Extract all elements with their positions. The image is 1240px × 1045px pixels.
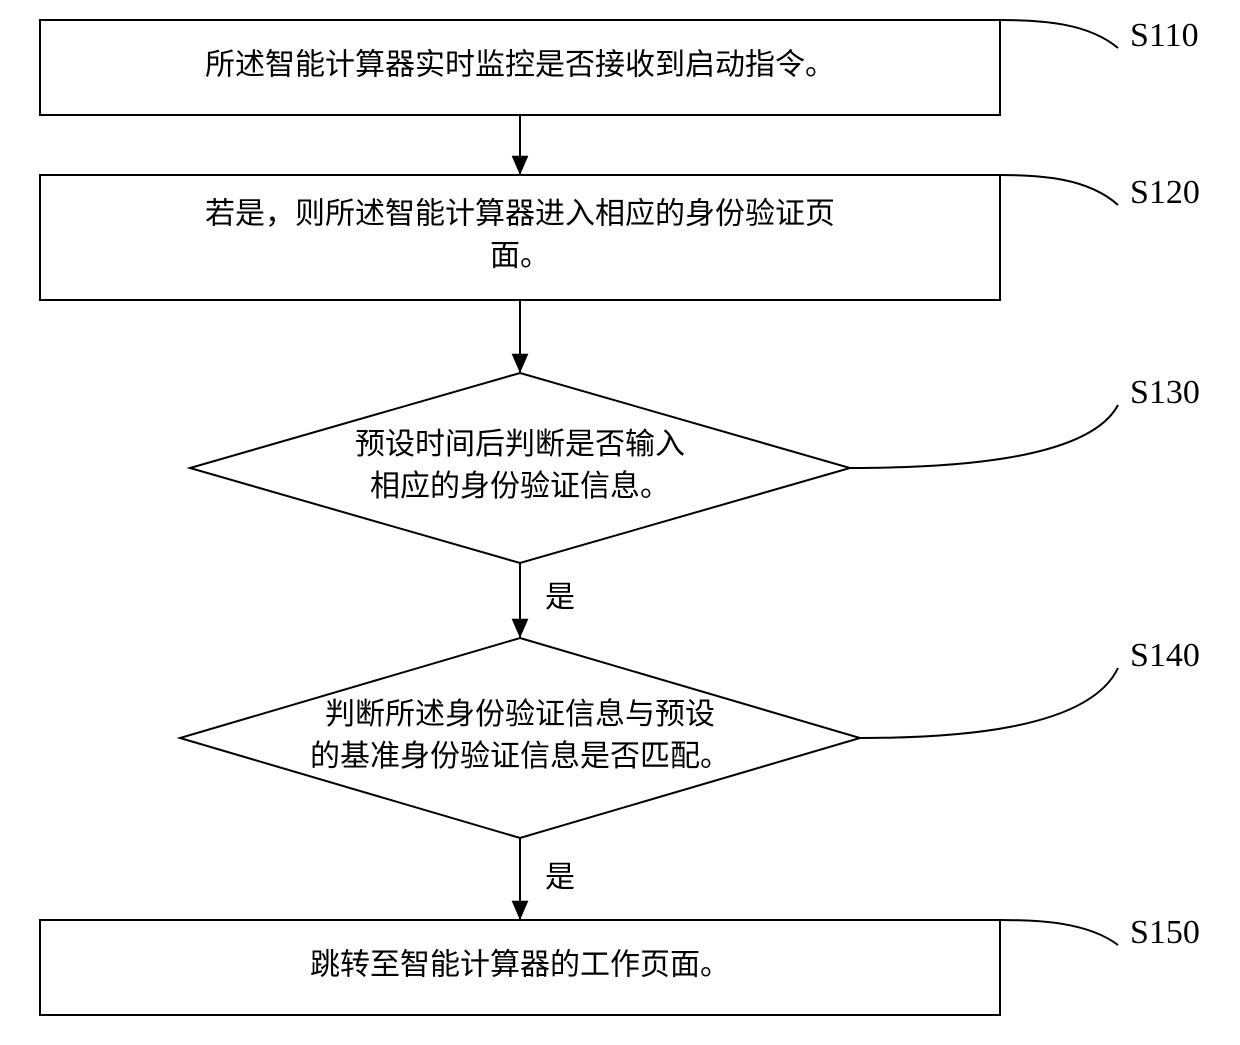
step-label-s120-text: S120	[1130, 174, 1200, 211]
edge-s130-s140-label: 是	[545, 581, 575, 614]
node-s110-line0: 所述智能计算器实时监控是否接收到启动指令。	[205, 48, 835, 81]
step-label-s150-text: S150	[1130, 914, 1200, 951]
node-s130: 预设时间后判断是否输入相应的身份验证信息。	[190, 373, 850, 563]
node-s130-line0: 预设时间后判断是否输入	[355, 428, 685, 461]
node-s110: 所述智能计算器实时监控是否接收到启动指令。	[40, 20, 1000, 115]
node-s120: 若是，则所述智能计算器进入相应的身份验证页面。	[40, 175, 1000, 300]
node-s120-line1: 面。	[490, 239, 550, 272]
step-label-s120: S120	[1000, 174, 1200, 211]
step-label-s150: S150	[1000, 914, 1200, 951]
step-label-s130: S130	[850, 374, 1200, 468]
edge-s140-s150-label: 是	[545, 861, 575, 894]
node-s120-line0: 若是，则所述智能计算器进入相应的身份验证页	[205, 197, 835, 230]
step-label-s110: S110	[1000, 17, 1199, 54]
node-s130-line1: 相应的身份验证信息。	[370, 470, 670, 503]
step-label-s140-text: S140	[1130, 637, 1200, 674]
step-label-s110-text: S110	[1130, 17, 1199, 54]
step-label-s130-text: S130	[1130, 374, 1200, 411]
node-s140: 判断所述身份验证信息与预设的基准身份验证信息是否匹配。	[180, 638, 860, 838]
node-s150: 跳转至智能计算器的工作页面。	[40, 920, 1000, 1015]
node-s140-line0: 判断所述身份验证信息与预设	[325, 698, 715, 731]
node-s140-line1: 的基准身份验证信息是否匹配。	[310, 740, 730, 773]
edge-s140-s150: 是	[520, 838, 575, 920]
edge-s130-s140: 是	[520, 563, 575, 638]
step-label-s140: S140	[860, 637, 1200, 738]
node-s150-line0: 跳转至智能计算器的工作页面。	[310, 948, 730, 981]
